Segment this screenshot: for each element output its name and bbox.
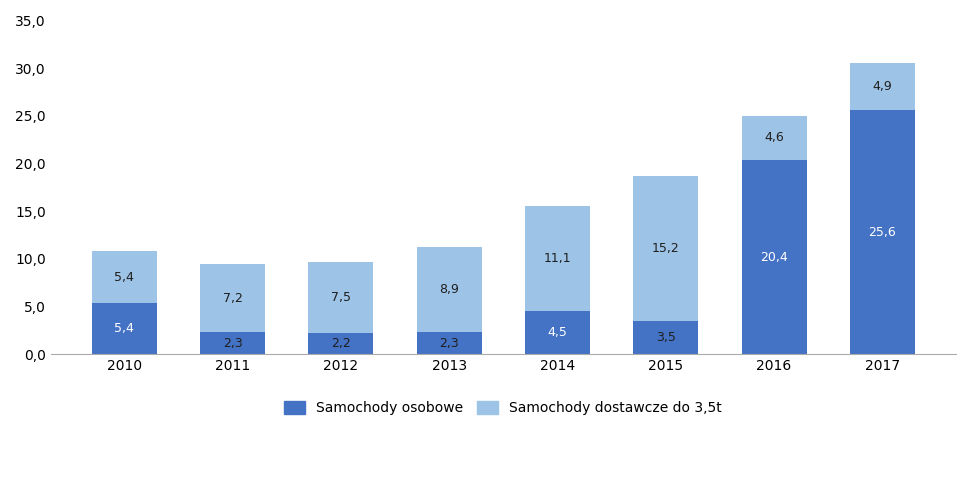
Text: 4,9: 4,9: [873, 80, 892, 93]
Bar: [525, 205, 590, 311]
Text: 11,1: 11,1: [544, 252, 571, 265]
Text: 25,6: 25,6: [868, 226, 896, 239]
Bar: [850, 63, 915, 110]
Bar: [92, 251, 156, 303]
Text: 5,4: 5,4: [115, 270, 134, 284]
Text: 5,4: 5,4: [115, 322, 134, 335]
Bar: [742, 160, 807, 354]
Bar: [633, 176, 698, 321]
Text: 20,4: 20,4: [760, 250, 787, 263]
Bar: [850, 110, 915, 354]
Text: 7,5: 7,5: [331, 291, 351, 304]
Bar: [309, 333, 373, 354]
Bar: [417, 248, 482, 332]
Bar: [742, 116, 807, 160]
Text: 8,9: 8,9: [439, 283, 459, 297]
Text: 3,5: 3,5: [655, 331, 676, 344]
Text: 7,2: 7,2: [222, 292, 243, 305]
Text: 15,2: 15,2: [652, 242, 680, 255]
Text: 2,3: 2,3: [222, 337, 243, 350]
Text: 4,5: 4,5: [548, 326, 567, 339]
Bar: [525, 311, 590, 354]
Bar: [200, 264, 265, 332]
Bar: [200, 332, 265, 354]
Bar: [92, 303, 156, 354]
Bar: [309, 262, 373, 333]
Legend: Samochody osobowe, Samochody dostawcze do 3,5t: Samochody osobowe, Samochody dostawcze d…: [279, 396, 727, 421]
Text: 2,3: 2,3: [439, 337, 459, 350]
Bar: [417, 332, 482, 354]
Bar: [633, 321, 698, 354]
Text: 2,2: 2,2: [331, 337, 351, 350]
Text: 4,6: 4,6: [764, 131, 784, 144]
